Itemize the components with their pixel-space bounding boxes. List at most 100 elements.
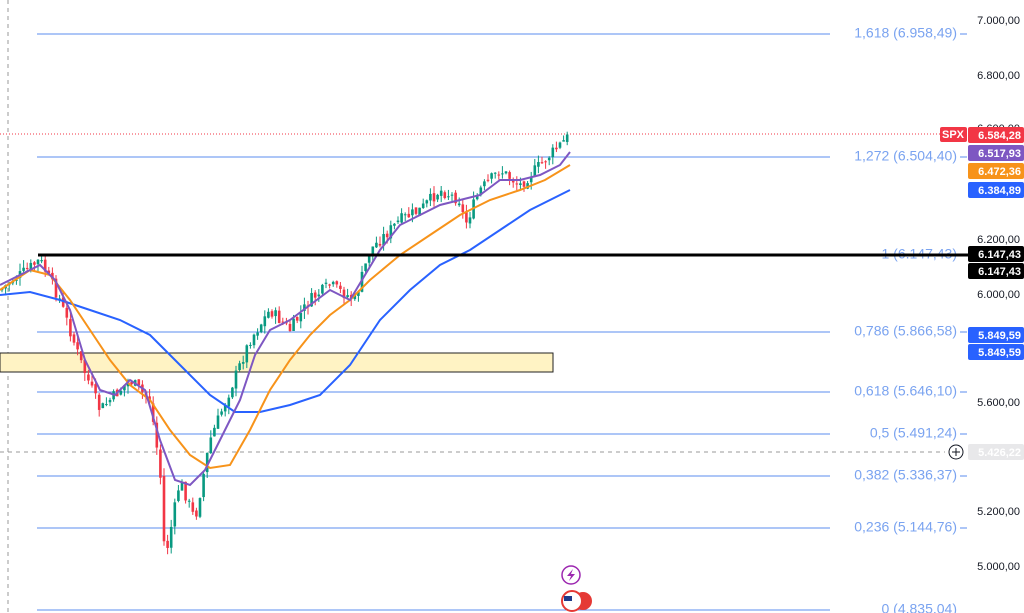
- price-badge: [968, 182, 1024, 198]
- candle-body: [537, 162, 540, 167]
- price-tick-label: 7.000,00: [977, 15, 1020, 27]
- candle-body: [72, 334, 76, 343]
- candle-body: [396, 220, 400, 223]
- candle-body: [29, 262, 33, 271]
- price-badge: [968, 263, 1024, 279]
- symbol-badge: [940, 127, 967, 142]
- candle-body: [490, 173, 493, 179]
- candle-body: [421, 203, 425, 208]
- candle-body: [439, 190, 443, 196]
- candle-body: [364, 263, 367, 272]
- candle-body: [346, 295, 349, 298]
- candle-body: [108, 399, 112, 403]
- candle-body: [299, 312, 303, 322]
- candle-body: [191, 502, 195, 512]
- candle-body: [461, 204, 465, 213]
- candle-body: [281, 321, 285, 323]
- candle-body: [547, 157, 551, 161]
- price-tick-label: 5.000,00: [977, 561, 1020, 573]
- candle-body: [36, 259, 40, 265]
- candle-body: [97, 394, 101, 410]
- plus-icon: [952, 448, 960, 456]
- candle-body: [40, 260, 43, 262]
- candle-body: [195, 510, 198, 517]
- candle-body: [447, 196, 450, 198]
- candle-body: [425, 200, 429, 204]
- price-badges: SPX 6.584,28 6.517,93 6.472,36 6.384,89 6.147…: [940, 127, 1024, 460]
- candle-body: [479, 187, 483, 196]
- candle-body: [151, 403, 155, 422]
- price-badge: [968, 246, 1024, 262]
- candle-body: [457, 203, 461, 206]
- candle-body: [169, 526, 173, 548]
- candle-body: [223, 404, 227, 412]
- fib-label: 0,786 (5.866,58): [854, 323, 957, 339]
- candle-body: [508, 172, 511, 179]
- candle-body: [483, 181, 486, 187]
- price-badge: [968, 127, 1024, 143]
- candle-body: [382, 234, 385, 246]
- candle-body: [367, 255, 371, 263]
- fib-label: 0,382 (5.336,37): [854, 467, 957, 483]
- candle-body: [123, 385, 126, 391]
- candle-body: [324, 282, 328, 284]
- candle-body: [234, 370, 238, 389]
- candle-body: [90, 381, 94, 386]
- fib-label: 0,236 (5.144,76): [854, 519, 957, 535]
- price-badge: [968, 327, 1024, 343]
- candle-body: [245, 345, 249, 363]
- candle-body: [378, 243, 382, 246]
- candle-body: [105, 404, 108, 406]
- candle-body: [335, 281, 339, 285]
- candle-body: [54, 278, 58, 298]
- candle-body: [310, 293, 313, 307]
- price-tick-label: 6.200,00: [977, 234, 1020, 246]
- price-badge-label: 6.517,93: [978, 148, 1021, 160]
- candle-body: [558, 142, 562, 148]
- ma-blue: [0, 189, 571, 413]
- candle-body: [259, 324, 263, 333]
- candle-body: [317, 294, 321, 297]
- candle-body: [414, 207, 418, 214]
- candle-body: [202, 473, 205, 498]
- highlight-zone: [0, 352, 554, 373]
- ma-purple: [0, 151, 571, 487]
- candle-body: [450, 194, 454, 196]
- candle-body: [497, 174, 501, 176]
- candle-body: [555, 147, 558, 150]
- price-badge-label: 6.384,89: [978, 185, 1021, 197]
- candle-body: [15, 279, 18, 281]
- flag-canton: [564, 596, 572, 601]
- candle-body: [375, 242, 378, 248]
- candle-body: [533, 165, 537, 177]
- candle-body: [493, 172, 497, 174]
- candle-body: [443, 192, 447, 199]
- candle-body: [407, 213, 411, 218]
- candle-body: [328, 284, 331, 286]
- ma-orange: [0, 164, 571, 470]
- candle-body: [432, 193, 436, 202]
- price-badge-label: 6.147,43: [978, 266, 1021, 278]
- candle-body: [486, 179, 490, 181]
- symbol-label: SPX: [942, 129, 965, 141]
- candle-body: [69, 319, 72, 337]
- candle-body: [292, 318, 295, 331]
- candle-body: [519, 183, 522, 186]
- candle-body: [274, 310, 277, 317]
- candle-body: [83, 359, 87, 374]
- candle-body: [551, 147, 555, 158]
- candle-body: [22, 267, 25, 271]
- fib-levels: 1,618 (6.958,49)1,272 (6.504,40)1 (6.147…: [37, 25, 967, 613]
- candle-body: [353, 295, 357, 300]
- candle-body: [468, 217, 472, 224]
- candle-body: [216, 415, 220, 429]
- candle-body: [389, 225, 393, 239]
- candle-body: [231, 387, 234, 398]
- candle-body: [162, 476, 166, 542]
- candle-body: [339, 285, 342, 289]
- candle-body: [371, 246, 375, 256]
- price-badge: [968, 163, 1024, 179]
- candle-body: [101, 403, 105, 409]
- candle-body: [209, 437, 213, 454]
